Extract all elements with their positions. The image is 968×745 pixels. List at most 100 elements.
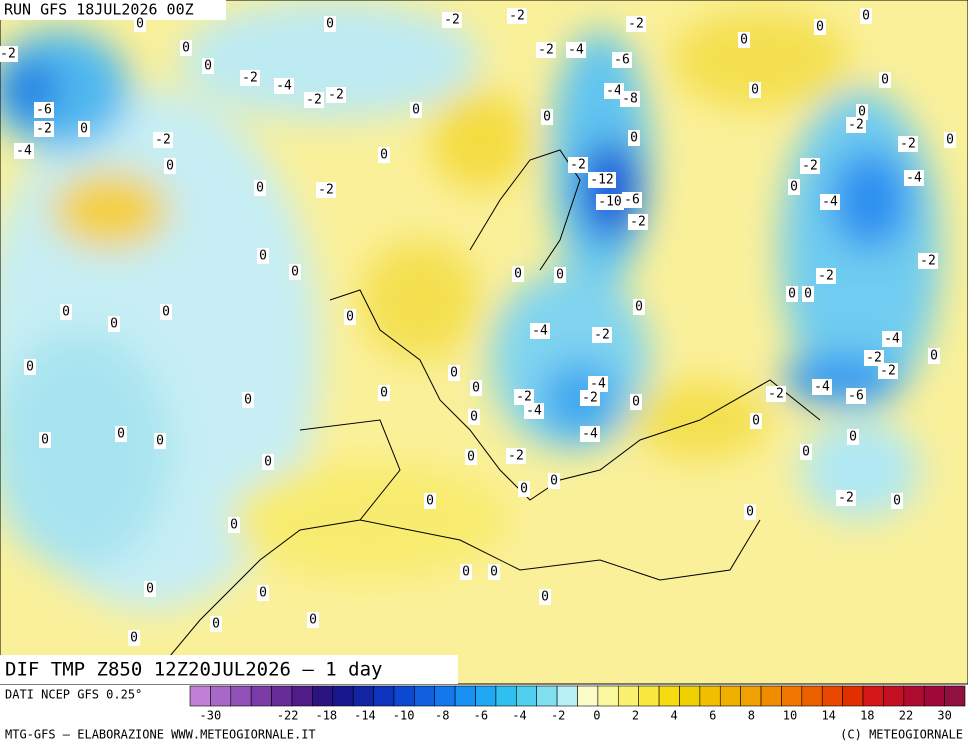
contour-label: -10 bbox=[598, 195, 621, 210]
contour-label-bg bbox=[749, 82, 761, 98]
contour-label-bg bbox=[536, 42, 556, 58]
contour-label-bg bbox=[506, 448, 526, 464]
contour-label: 0 bbox=[862, 9, 870, 24]
contour-label-bg bbox=[507, 8, 527, 24]
contour-label-bg bbox=[580, 426, 600, 442]
contour-label: 0 bbox=[212, 617, 220, 632]
contour-label-bg bbox=[378, 385, 390, 401]
header-box bbox=[0, 0, 226, 20]
contour-label: 0 bbox=[309, 613, 317, 628]
contour-label: 0 bbox=[556, 268, 564, 283]
colorbar-tick-label: 14 bbox=[821, 709, 835, 723]
color-box bbox=[434, 685, 456, 707]
contour-label-bg bbox=[128, 630, 140, 646]
contour-label-bg bbox=[254, 180, 266, 196]
contour-label: 0 bbox=[204, 59, 212, 74]
contour-label-bg bbox=[144, 581, 156, 597]
contour-label-bg bbox=[814, 19, 826, 35]
contour-label: 0 bbox=[256, 181, 264, 196]
contour-label-bg bbox=[154, 433, 166, 449]
contour-label: 0 bbox=[543, 110, 551, 125]
contour-label-bg bbox=[864, 350, 884, 366]
source-label: DATI NCEP GFS 0.25° bbox=[5, 688, 142, 702]
contour-label-bg bbox=[836, 490, 856, 506]
run-label: RUN GFS 18JUL2026 00Z bbox=[4, 1, 194, 19]
contour-label: 0 bbox=[804, 287, 812, 302]
colorbar-tick-label: 18 bbox=[860, 709, 874, 723]
contour-label-bg bbox=[488, 564, 500, 580]
contour-label-bg bbox=[518, 481, 530, 497]
color-box bbox=[312, 685, 334, 707]
contour-label: 0 bbox=[291, 265, 299, 280]
colorbar-tick-label: 2 bbox=[632, 709, 639, 723]
contour-label: 0 bbox=[117, 427, 125, 442]
contour-label: -2 bbox=[594, 328, 610, 343]
contour-label-bg bbox=[289, 264, 301, 280]
contour-label: -6 bbox=[36, 103, 52, 118]
contour-label-bg bbox=[468, 409, 480, 425]
color-box bbox=[475, 685, 497, 707]
contour-label-bg bbox=[750, 413, 762, 429]
contour-label-bg bbox=[134, 16, 146, 32]
contour-label: 0 bbox=[788, 287, 796, 302]
contour-label-bg bbox=[153, 132, 173, 148]
contour-label: -4 bbox=[906, 171, 922, 186]
contour-label-bg bbox=[242, 392, 254, 408]
colorbar-tick-label: 4 bbox=[670, 709, 677, 723]
contour-label: 0 bbox=[550, 474, 558, 489]
color-box bbox=[903, 685, 925, 707]
contour-label: -4 bbox=[276, 79, 292, 94]
colorbar-tick-label: -8 bbox=[435, 709, 449, 723]
contour-label-bg bbox=[0, 46, 18, 62]
contour-label: -4 bbox=[590, 377, 606, 392]
contour-label-bg bbox=[820, 194, 840, 210]
contour-label: -4 bbox=[568, 43, 584, 58]
color-box bbox=[271, 685, 293, 707]
contour-label: 0 bbox=[752, 414, 760, 429]
contour-label-bg bbox=[620, 91, 640, 107]
contour-label-bg bbox=[164, 158, 176, 174]
contour-label: -2 bbox=[538, 43, 554, 58]
contour-label: -2 bbox=[306, 93, 322, 108]
contour-label-bg bbox=[766, 386, 786, 402]
contour-label: 0 bbox=[790, 180, 798, 195]
contour-label-bg bbox=[448, 365, 460, 381]
contour-label-bg bbox=[847, 429, 859, 445]
contour-label-bg bbox=[210, 616, 222, 632]
contour-label-bg bbox=[60, 304, 72, 320]
contour-label-bg bbox=[612, 52, 632, 68]
contour-label: 0 bbox=[632, 395, 640, 410]
contour-label: -2 bbox=[838, 491, 854, 506]
color-box bbox=[597, 685, 619, 707]
contour-label-bg bbox=[539, 589, 551, 605]
contour-label-bg bbox=[568, 157, 588, 173]
contour-label-bg bbox=[891, 493, 903, 509]
contour-label-bg bbox=[800, 158, 820, 174]
contour-label-bg bbox=[257, 248, 269, 264]
contour-label-bg bbox=[592, 327, 612, 343]
contour-label-bg bbox=[460, 564, 472, 580]
contour-label-bg bbox=[39, 432, 51, 448]
colorbar-tick-label: 10 bbox=[783, 709, 797, 723]
contour-label: -2 bbox=[508, 449, 524, 464]
contour-label: 0 bbox=[635, 300, 643, 315]
contour-label: 0 bbox=[751, 83, 759, 98]
color-box bbox=[842, 685, 864, 707]
contour-label: 0 bbox=[244, 393, 252, 408]
contour-label-bg bbox=[410, 102, 422, 118]
contour-label-bg bbox=[588, 376, 608, 392]
contour-label-bg bbox=[442, 12, 462, 28]
color-box bbox=[495, 685, 517, 707]
color-box bbox=[638, 685, 660, 707]
color-box bbox=[250, 685, 272, 707]
contour-label: -2 bbox=[880, 364, 896, 379]
contour-label-bg bbox=[307, 612, 319, 628]
contour-label: 0 bbox=[182, 41, 190, 56]
contour-label: 0 bbox=[472, 381, 480, 396]
title-box bbox=[0, 655, 458, 684]
contour-label: 0 bbox=[130, 631, 138, 646]
color-box bbox=[883, 685, 905, 707]
contour-label-bg bbox=[846, 117, 866, 133]
color-box bbox=[944, 685, 966, 707]
